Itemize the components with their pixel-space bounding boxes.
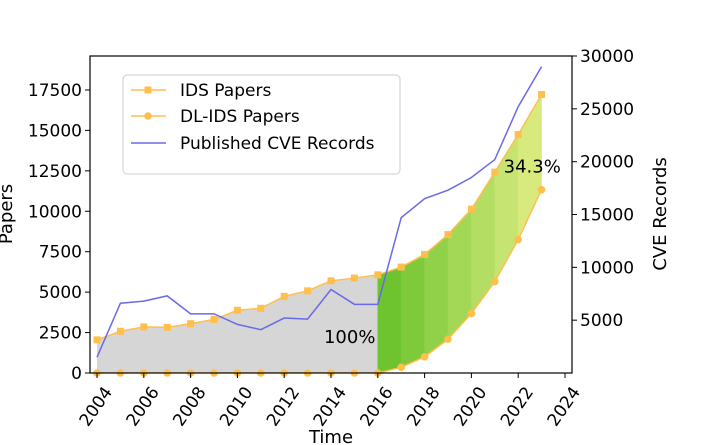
ids-point (93, 336, 101, 344)
growth-area-fill (471, 171, 496, 315)
ids-point (187, 320, 195, 328)
y-tick-label: 2500 (39, 324, 82, 344)
y-tick-label: 12500 (28, 162, 82, 182)
ids-point (233, 306, 241, 314)
x-tick-label: 2008 (169, 383, 210, 430)
y2-tick-label: 25000 (580, 100, 634, 120)
x-tick-label: 2024 (544, 383, 585, 430)
ids-point (116, 327, 124, 335)
legend-marker-ids (144, 86, 152, 94)
y2-axis-ticks: 5000 10000 15000 20000 25000 30000 (572, 47, 634, 331)
y-axis-label: Papers (0, 184, 17, 244)
ids-point (467, 205, 475, 213)
x-tick-label: 2010 (216, 383, 257, 430)
legend-marker-dl-ids (144, 112, 152, 120)
x-tick-label: 2016 (357, 383, 398, 430)
ids-point (280, 292, 288, 300)
x-tick-label: 2014 (310, 383, 351, 430)
ids-point (210, 315, 218, 323)
annotations: 100% 34.3% (324, 156, 561, 348)
annotation-label: 100% (324, 327, 375, 348)
ids-point (444, 231, 452, 239)
x-tick-label: 2018 (403, 383, 444, 430)
x-tick-label: 2006 (123, 383, 164, 430)
y-tick-label: 15000 (28, 121, 82, 141)
dl-ids-point (420, 353, 429, 361)
x-tick-label: 2022 (497, 383, 538, 430)
legend-label-ids: IDS Papers (180, 81, 271, 101)
y2-tick-label: 30000 (580, 47, 634, 67)
ids-point (327, 277, 335, 285)
dl-ids-point (397, 363, 405, 372)
ids-point (163, 323, 171, 331)
y-tick-label: 5000 (39, 283, 82, 303)
x-tick-label: 2012 (263, 383, 304, 430)
area-fills (97, 93, 542, 373)
y-axis-ticks: 0 2500 5000 7500 10000 12500 15000 17500 (28, 81, 90, 384)
x-tick-label: 2004 (76, 383, 117, 430)
x-axis-label: Time (308, 427, 353, 445)
ids-point (257, 304, 265, 312)
y-tick-label: 17500 (28, 81, 82, 101)
dl-ids-point (490, 277, 499, 286)
growth-area-fill (447, 208, 472, 340)
x-axis-ticks: 2004 2006 2008 2010 2012 2014 2016 2018 2020 2022… (76, 373, 585, 430)
series-line-1 (97, 189, 543, 373)
y2-tick-label: 5000 (580, 311, 623, 331)
y2-tick-label: 20000 (580, 153, 634, 173)
ids-point (374, 271, 382, 279)
growth-area-fill (377, 266, 402, 373)
dl-ids-point (467, 309, 476, 318)
ids-point (491, 168, 499, 176)
dl-ids-point (537, 185, 546, 194)
ids-point (397, 263, 405, 271)
y2-tick-label: 10000 (580, 258, 634, 278)
y-tick-label: 10000 (28, 202, 82, 222)
y-tick-label: 7500 (39, 243, 82, 263)
ids-point (140, 323, 148, 331)
ids-point (421, 250, 429, 258)
legend: IDS Papers DL-IDS Papers Published CVE R… (122, 74, 401, 175)
legend-label-dl-ids: DL-IDS Papers (180, 107, 300, 127)
series-lines (96, 66, 543, 373)
annotation-label: 34.3% (504, 156, 561, 177)
series-line-0 (96, 94, 543, 341)
legend-box (122, 74, 401, 175)
x-tick-label: 2020 (450, 383, 491, 430)
legend-label-cve: Published CVE Records (180, 134, 375, 154)
growth-area-fill (400, 254, 425, 368)
ids-point (514, 131, 522, 139)
ids-point (538, 90, 546, 98)
y-tick-label: 0 (71, 364, 82, 384)
ids-point (350, 274, 358, 282)
dl-ids-point (444, 335, 452, 343)
series-line-2 (96, 66, 543, 358)
dl-ids-point (514, 235, 522, 244)
y2-axis-label: CVE Records (650, 157, 671, 271)
y2-tick-label: 15000 (580, 206, 634, 226)
ids-point (304, 287, 312, 295)
